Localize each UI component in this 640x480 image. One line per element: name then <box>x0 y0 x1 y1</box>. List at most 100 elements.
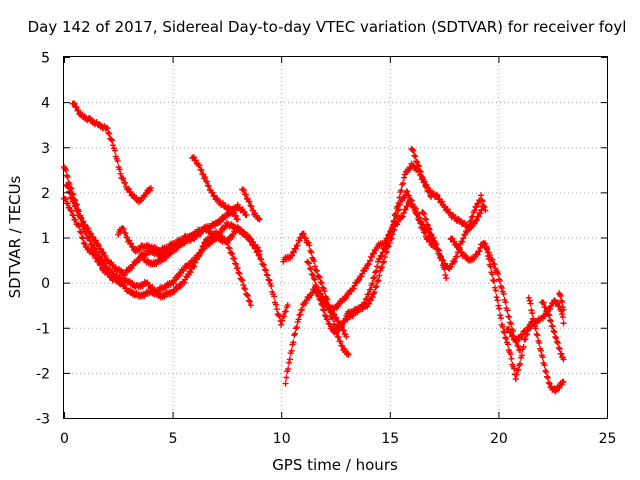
data-point <box>380 259 387 266</box>
data-point <box>268 282 275 289</box>
data-point <box>248 238 255 245</box>
series-track-n <box>408 145 487 233</box>
data-point <box>513 371 520 378</box>
data-point <box>425 184 432 191</box>
data-point <box>559 299 566 306</box>
data-point <box>411 152 418 159</box>
data-point <box>204 178 211 185</box>
y-tick-label: 4 <box>41 96 50 112</box>
x-tick-label: 5 <box>169 431 178 447</box>
data-point <box>372 284 379 291</box>
data-point <box>97 245 104 252</box>
data-point <box>467 218 474 225</box>
data-point <box>540 299 547 306</box>
data-point <box>378 265 385 272</box>
data-point <box>434 192 441 199</box>
series-track-h <box>239 186 263 223</box>
data-point <box>558 350 565 357</box>
data-point <box>337 338 344 345</box>
data-point <box>243 211 250 218</box>
data-point <box>427 231 434 238</box>
data-point <box>307 266 314 273</box>
data-point <box>507 329 514 336</box>
data-point <box>235 269 242 276</box>
data-point <box>557 293 564 300</box>
data-point <box>384 243 391 250</box>
data-point <box>421 210 428 217</box>
data-point <box>539 354 546 361</box>
data-point <box>306 242 313 249</box>
data-point <box>88 230 95 237</box>
data-point <box>284 302 291 309</box>
data-point <box>471 220 478 227</box>
data-point <box>239 277 246 284</box>
y-tick-labels: -3 -2 -1 0 1 2 3 4 5 <box>36 51 50 428</box>
data-point <box>547 317 554 324</box>
data-point <box>391 226 398 233</box>
data-point <box>246 198 253 205</box>
data-point <box>198 167 205 174</box>
data-point <box>129 243 136 250</box>
data-point <box>451 238 458 245</box>
series-track-s <box>525 294 567 395</box>
data-point <box>256 251 263 258</box>
data-point <box>409 201 416 208</box>
data-point <box>504 307 511 314</box>
data-point <box>480 203 487 210</box>
data-point <box>556 303 563 310</box>
data-point <box>403 189 410 196</box>
data-point <box>542 367 549 374</box>
data-point <box>294 242 301 249</box>
data-point <box>242 191 249 198</box>
data-point <box>192 157 199 164</box>
data-point <box>436 250 443 257</box>
data-point <box>275 312 282 319</box>
series-track-e <box>137 223 291 328</box>
y-tick-label: 1 <box>41 231 50 247</box>
series-track-q <box>482 240 537 383</box>
data-point <box>367 257 374 264</box>
data-point <box>541 362 548 369</box>
data-point <box>200 243 207 250</box>
data-point <box>487 263 494 270</box>
data-point <box>520 343 527 350</box>
data-point <box>100 249 107 256</box>
data-point <box>489 256 496 263</box>
data-point <box>400 180 407 187</box>
data-point <box>414 210 421 217</box>
data-point <box>326 320 333 327</box>
data-point <box>502 299 509 306</box>
data-point <box>340 327 347 334</box>
data-point <box>370 275 377 282</box>
data-point <box>476 248 483 255</box>
data-point <box>122 179 129 186</box>
data-point <box>111 147 118 154</box>
data-point <box>299 306 306 313</box>
data-point <box>75 107 82 114</box>
data-point <box>420 210 427 217</box>
data-point <box>125 185 132 192</box>
data-point <box>434 246 441 253</box>
data-point <box>320 306 327 313</box>
data-point <box>305 259 312 266</box>
data-point <box>78 229 85 236</box>
data-point <box>374 278 381 285</box>
data-point <box>542 304 549 311</box>
data-point <box>491 284 498 291</box>
data-point <box>393 212 400 219</box>
axis-ticks <box>64 57 608 419</box>
data-point <box>196 162 203 169</box>
data-point <box>318 280 325 287</box>
data-point <box>321 312 328 319</box>
data-point <box>106 130 113 137</box>
data-point <box>367 297 374 304</box>
data-point <box>508 321 515 328</box>
data-point <box>428 232 435 239</box>
data-point <box>534 332 541 339</box>
data-point <box>500 328 507 335</box>
data-point <box>418 173 425 180</box>
data-point <box>109 137 116 144</box>
data-point <box>262 267 269 274</box>
